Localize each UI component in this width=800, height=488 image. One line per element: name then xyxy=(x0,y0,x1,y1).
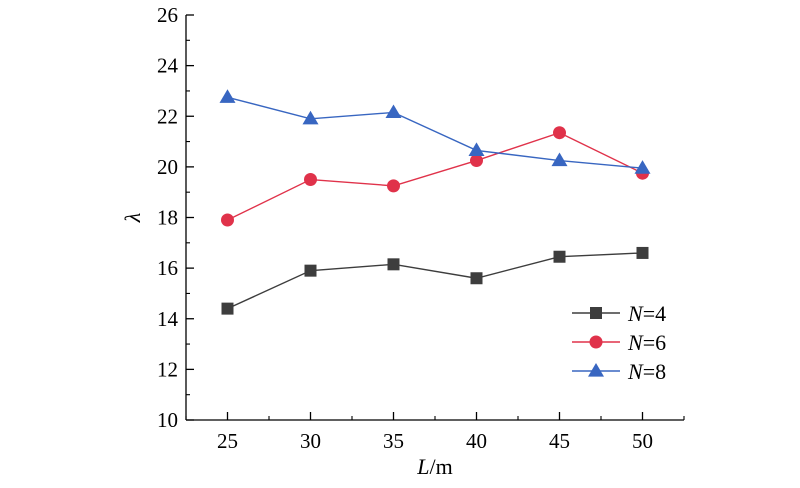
data-point xyxy=(221,302,234,315)
y-tick-label: 10 xyxy=(157,408,178,432)
data-point xyxy=(219,89,236,103)
x-axis-label: L/m xyxy=(416,454,452,479)
legend-label: N=8 xyxy=(627,359,666,384)
y-tick-label: 12 xyxy=(157,357,178,381)
legend-label: N=6 xyxy=(627,330,666,355)
data-point xyxy=(304,264,317,277)
legend-label-italic: N xyxy=(627,330,644,355)
legend-label-rest: =8 xyxy=(643,359,666,384)
data-point xyxy=(636,246,649,259)
legend-entry: N=8 xyxy=(572,359,666,384)
legend-marker xyxy=(588,363,604,377)
y-tick-label: 18 xyxy=(157,206,178,230)
y-tick-label: 16 xyxy=(157,256,178,280)
series-layer xyxy=(219,89,651,315)
series-0 xyxy=(221,246,649,315)
series-line xyxy=(227,96,643,169)
legend-label-italic: N xyxy=(627,301,644,326)
y-tick-label: 20 xyxy=(157,155,178,179)
x-axis-label-unit: /m xyxy=(430,454,453,479)
x-tick-label: 30 xyxy=(300,429,321,453)
series-line xyxy=(227,252,643,310)
data-point xyxy=(634,160,651,174)
series-line xyxy=(227,131,643,221)
x-tick-label: 25 xyxy=(217,429,238,453)
series-1 xyxy=(221,126,649,227)
data-point xyxy=(551,152,568,167)
x-tick-label: 50 xyxy=(632,429,653,453)
data-point xyxy=(553,250,566,263)
legend-label-rest: =6 xyxy=(643,330,666,355)
series-2 xyxy=(219,89,651,174)
y-tick-label: 14 xyxy=(157,307,179,331)
y-tick-label: 24 xyxy=(157,54,179,78)
legend-entry: N=4 xyxy=(572,301,666,326)
y-axis-label: λ xyxy=(120,213,145,224)
legend: N=4N=6N=8 xyxy=(572,301,666,384)
legend-label: N=4 xyxy=(627,301,666,326)
x-tick-label: 45 xyxy=(549,429,570,453)
data-point xyxy=(553,126,566,140)
data-point xyxy=(304,173,317,187)
x-tick-label: 40 xyxy=(466,429,487,453)
x-tick-label: 35 xyxy=(383,429,404,453)
x-axis-label-italic: L xyxy=(416,454,429,479)
legend-marker xyxy=(590,307,602,319)
y-tick-label: 26 xyxy=(157,3,178,27)
data-point xyxy=(302,110,319,125)
legend-label-italic: N xyxy=(627,359,644,384)
axes: 10 12 14 16 18 20 22 24 26 25 30 35 40 45 50 xyxy=(157,3,685,453)
data-point xyxy=(470,154,483,168)
legend-marker xyxy=(589,335,603,349)
data-point xyxy=(387,258,400,271)
legend-entry: N=6 xyxy=(572,330,666,355)
legend-label-rest: =4 xyxy=(643,301,666,326)
data-point xyxy=(385,104,402,119)
data-point xyxy=(221,213,234,227)
data-point xyxy=(387,179,400,193)
y-tick-label: 22 xyxy=(157,104,178,128)
data-point xyxy=(468,142,485,157)
data-point xyxy=(470,272,483,285)
